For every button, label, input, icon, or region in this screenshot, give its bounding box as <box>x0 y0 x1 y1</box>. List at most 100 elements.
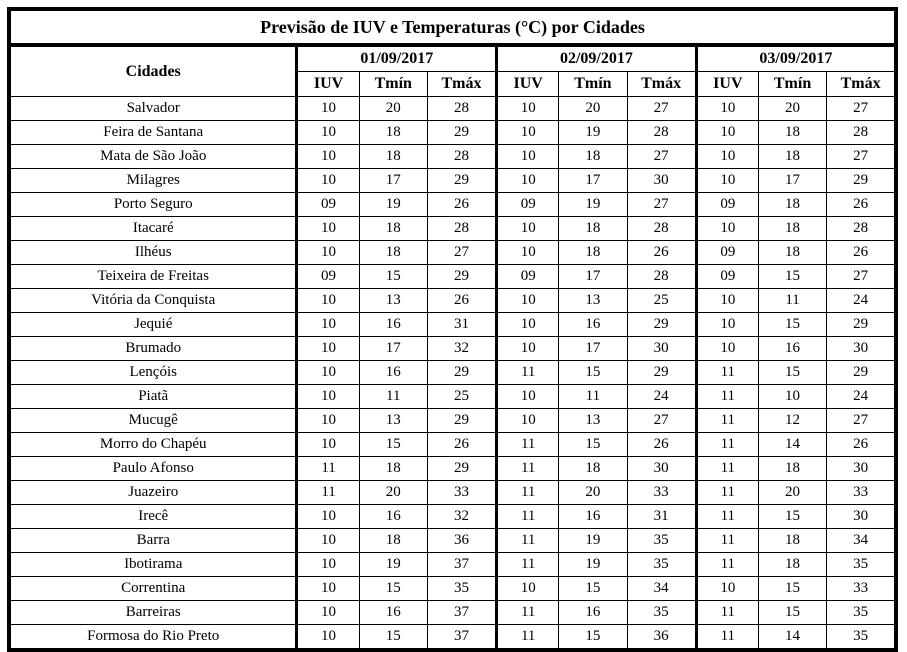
tmin-cell: 19 <box>558 528 628 553</box>
iuv-cell: 10 <box>695 288 759 313</box>
tmin-cell: 18 <box>558 240 628 265</box>
tmin-cell: 18 <box>358 120 428 145</box>
table-body: Salvador 10 20 28 10 20 27 10 20 27 Feira de Santa… <box>8 96 897 651</box>
col-header-tmin-2: Tmín <box>558 71 628 97</box>
col-header-date-2: 02/09/2017 <box>496 44 698 72</box>
tmax-cell: 28 <box>626 264 698 289</box>
city-cell: Piatã <box>8 384 299 409</box>
city-cell: Vitória da Conquista <box>8 288 299 313</box>
table-row: Lençóis 10 16 29 11 15 29 11 15 29 <box>8 360 897 385</box>
iuv-cell: 11 <box>496 456 560 481</box>
col-header-iuv-2: IUV <box>496 71 560 97</box>
tmax-cell: 29 <box>426 264 499 289</box>
table-row: Juazeiro 11 20 33 11 20 33 11 20 33 <box>8 480 897 505</box>
tmax-cell: 35 <box>626 528 698 553</box>
tmax-cell: 29 <box>826 312 897 337</box>
col-header-tmin-3: Tmín <box>757 71 828 97</box>
city-cell: Barreiras <box>8 600 299 625</box>
iuv-cell: 10 <box>496 288 560 313</box>
tmin-cell: 18 <box>358 528 428 553</box>
tmax-cell: 32 <box>426 336 499 361</box>
tmin-cell: 16 <box>358 504 428 529</box>
tmin-cell: 15 <box>558 432 628 457</box>
table-row: Teixeira de Freitas 09 15 29 09 17 28 09 15 27 <box>8 264 897 289</box>
col-header-iuv-3: IUV <box>695 71 759 97</box>
col-header-tmin-1: Tmín <box>358 71 428 97</box>
tmin-cell: 18 <box>757 528 828 553</box>
tmax-cell: 27 <box>626 144 698 169</box>
city-cell: Milagres <box>8 168 299 193</box>
tmin-cell: 15 <box>757 360 828 385</box>
iuv-cell: 11 <box>296 456 360 481</box>
tmax-cell: 33 <box>826 480 897 505</box>
tmin-cell: 20 <box>358 480 428 505</box>
tmax-cell: 29 <box>426 360 499 385</box>
table-row: Salvador 10 20 28 10 20 27 10 20 27 <box>8 96 897 121</box>
tmax-cell: 29 <box>426 456 499 481</box>
iuv-cell: 10 <box>695 168 759 193</box>
table-row: Barra 10 18 36 11 19 35 11 18 34 <box>8 528 897 553</box>
tmin-cell: 19 <box>558 552 628 577</box>
iuv-cell: 10 <box>296 600 360 625</box>
tmin-cell: 18 <box>757 216 828 241</box>
iuv-cell: 10 <box>296 336 360 361</box>
tmin-cell: 16 <box>358 600 428 625</box>
tmax-cell: 27 <box>626 408 698 433</box>
tmax-cell: 33 <box>426 480 499 505</box>
tmin-cell: 13 <box>558 408 628 433</box>
iuv-cell: 10 <box>496 144 560 169</box>
tmax-cell: 29 <box>426 408 499 433</box>
tmin-cell: 17 <box>558 336 628 361</box>
col-header-iuv-1: IUV <box>296 71 360 97</box>
tmin-cell: 18 <box>558 216 628 241</box>
iuv-cell: 10 <box>296 504 360 529</box>
iuv-cell: 10 <box>496 120 560 145</box>
city-cell: Jequié <box>8 312 299 337</box>
iuv-cell: 10 <box>296 432 360 457</box>
iuv-cell: 11 <box>496 360 560 385</box>
tmax-cell: 29 <box>426 168 499 193</box>
city-cell: Mata de São João <box>8 144 299 169</box>
tmin-cell: 18 <box>757 120 828 145</box>
iuv-cell: 10 <box>296 360 360 385</box>
table-row: Jequié 10 16 31 10 16 29 10 15 29 <box>8 312 897 337</box>
col-header-cidades: Cidades <box>8 44 299 97</box>
table-title: Previsão de IUV e Temperaturas (°C) por … <box>8 8 897 47</box>
col-header-date-3: 03/09/2017 <box>695 44 897 72</box>
iuv-cell: 09 <box>695 240 759 265</box>
iuv-cell: 10 <box>695 576 759 601</box>
iuv-cell: 10 <box>496 312 560 337</box>
col-header-tmax-1: Tmáx <box>426 71 499 97</box>
tmin-cell: 16 <box>358 312 428 337</box>
table-row: Paulo Afonso 11 18 29 11 18 30 11 18 30 <box>8 456 897 481</box>
iuv-cell: 10 <box>496 384 560 409</box>
iuv-cell: 11 <box>296 480 360 505</box>
tmin-cell: 16 <box>558 312 628 337</box>
col-header-tmax-3: Tmáx <box>826 71 897 97</box>
tmax-cell: 24 <box>826 384 897 409</box>
iuv-cell: 11 <box>695 600 759 625</box>
tmax-cell: 26 <box>626 432 698 457</box>
tmax-cell: 26 <box>426 288 499 313</box>
iuv-cell: 11 <box>695 528 759 553</box>
tmin-cell: 15 <box>757 504 828 529</box>
tmax-cell: 30 <box>826 336 897 361</box>
tmin-cell: 18 <box>358 240 428 265</box>
iuv-cell: 11 <box>496 432 560 457</box>
tmax-cell: 27 <box>626 192 698 217</box>
city-cell: Teixeira de Freitas <box>8 264 299 289</box>
table-row: Irecê 10 16 32 11 16 31 11 15 30 <box>8 504 897 529</box>
table-row: Formosa do Rio Preto 10 15 37 11 15 36 11 14 35 <box>8 624 897 651</box>
table-row: Porto Seguro 09 19 26 09 19 27 09 18 26 <box>8 192 897 217</box>
tmin-cell: 20 <box>558 96 628 121</box>
tmax-cell: 29 <box>826 168 897 193</box>
tmax-cell: 37 <box>426 624 499 651</box>
tmax-cell: 28 <box>426 144 499 169</box>
tmax-cell: 35 <box>826 624 897 651</box>
tmax-cell: 31 <box>626 504 698 529</box>
tmin-cell: 18 <box>757 456 828 481</box>
iuv-cell: 10 <box>496 576 560 601</box>
tmin-cell: 18 <box>558 144 628 169</box>
tmax-cell: 28 <box>626 216 698 241</box>
tmax-cell: 34 <box>626 576 698 601</box>
